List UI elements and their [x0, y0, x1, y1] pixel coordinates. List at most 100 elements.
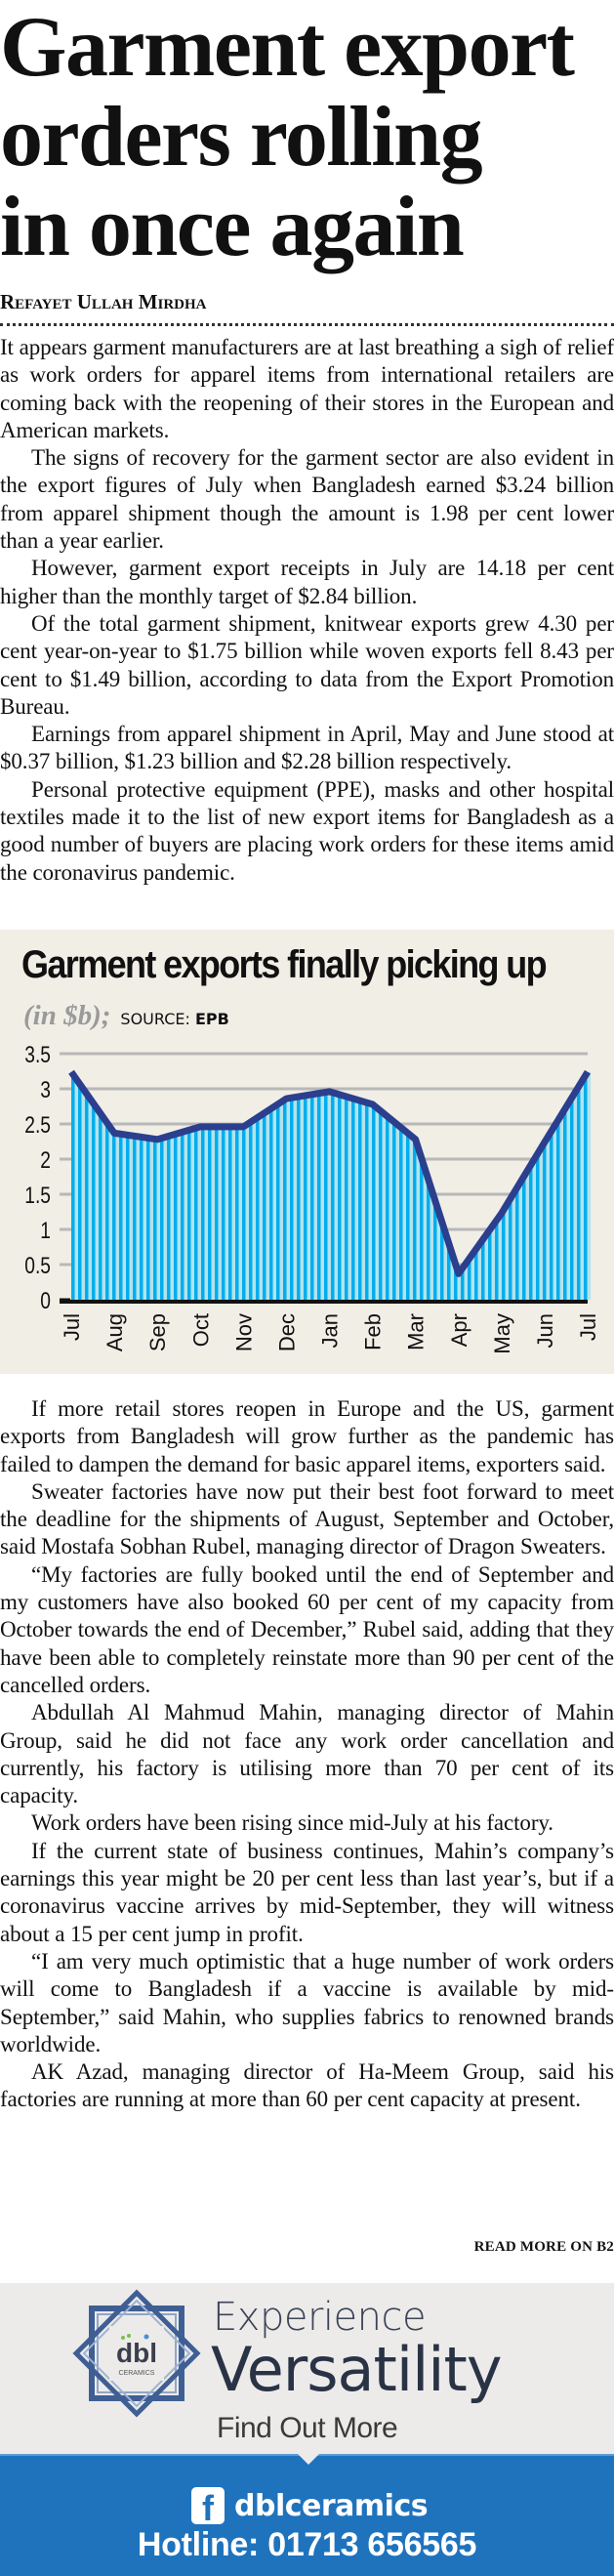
- area-stripe: [423, 1168, 428, 1300]
- area-stripe: [515, 1187, 519, 1300]
- area-stripe: [81, 1089, 86, 1300]
- area-stripe: [290, 1098, 294, 1300]
- area-stripe: [409, 1136, 414, 1300]
- area-stripe: [566, 1102, 571, 1300]
- paragraph: If more retail stores reopen in Europe a…: [0, 1396, 614, 1476]
- chart-source: SOURCE: EPB: [120, 1010, 228, 1028]
- area-stripe: [345, 1096, 348, 1300]
- area-stripe: [149, 1138, 154, 1300]
- area-stripe: [427, 1179, 430, 1300]
- area-stripe: [392, 1121, 396, 1300]
- y-tick-label: 1.5: [24, 1182, 51, 1209]
- area-stripe: [197, 1127, 202, 1300]
- area-stripe: [245, 1124, 250, 1300]
- area-stripe: [529, 1165, 533, 1300]
- paragraph: Abdullah Al Mahmud Mahin, managing direc…: [0, 1700, 614, 1808]
- find-out-more-button[interactable]: Find Out More: [217, 2412, 398, 2444]
- area-stripe: [276, 1103, 280, 1300]
- area-stripe: [88, 1099, 93, 1300]
- area-stripe: [105, 1122, 109, 1300]
- area-stripe: [286, 1098, 291, 1300]
- source-label: SOURCE:: [120, 1010, 190, 1028]
- ad-headline-1: Experience: [213, 2295, 427, 2340]
- area-stripe: [553, 1125, 557, 1300]
- headline-line: in once again: [0, 180, 465, 274]
- area-stripe: [375, 1107, 380, 1300]
- area-stripe: [450, 1254, 455, 1300]
- y-tick-label: 2: [40, 1146, 51, 1174]
- y-tick-label: 0: [40, 1287, 51, 1314]
- area-stripe: [488, 1229, 492, 1300]
- byline: Refayet Ullah Mirdha: [0, 290, 207, 313]
- y-tick-label: 0.5: [24, 1252, 51, 1279]
- area-stripe: [249, 1122, 253, 1300]
- paragraph: If the current state of business continu…: [0, 1838, 614, 1946]
- area-stripe: [495, 1220, 499, 1300]
- area-stripe: [573, 1092, 578, 1300]
- area-stripe: [115, 1133, 120, 1300]
- area-stripe: [317, 1093, 321, 1300]
- read-more-link[interactable]: READ MORE ON B2: [473, 2239, 614, 2255]
- area-stripe: [133, 1136, 137, 1300]
- area-stripe: [386, 1116, 389, 1300]
- area-stripe: [587, 1071, 592, 1300]
- area-stripe: [235, 1126, 239, 1300]
- area-stripe: [440, 1222, 444, 1300]
- y-tick-label: 3: [40, 1076, 51, 1103]
- area-stripe: [580, 1081, 585, 1300]
- area-stripe: [320, 1093, 325, 1300]
- x-tick-label: Jul: [60, 1313, 84, 1341]
- area-stripe: [170, 1135, 175, 1300]
- area-stripe: [194, 1128, 198, 1300]
- area-stripe: [498, 1215, 503, 1300]
- area-stripe: [228, 1126, 232, 1300]
- area-stripe: [559, 1114, 564, 1300]
- area-stripe: [266, 1110, 270, 1300]
- area-stripe: [256, 1117, 260, 1300]
- area-stripe: [525, 1170, 530, 1300]
- x-tick-label: Oct: [188, 1313, 213, 1347]
- area-stripe: [361, 1101, 366, 1300]
- x-tick-label: Mar: [404, 1313, 429, 1350]
- area-stripe: [395, 1124, 400, 1300]
- area-stripe: [143, 1137, 147, 1300]
- area-stripe: [300, 1096, 305, 1300]
- area-stripe: [464, 1263, 469, 1300]
- paragraph: Of the total garment shipment, knitwear …: [0, 610, 614, 719]
- paragraph: Earnings from apparel shipment in April,…: [0, 722, 614, 774]
- area-stripe: [382, 1113, 387, 1300]
- area-stripe: [461, 1267, 465, 1300]
- area-stripe: [122, 1134, 127, 1300]
- area-stripe: [522, 1176, 526, 1300]
- area-stripe: [543, 1142, 547, 1300]
- paragraph: However, garment export receipts in July…: [0, 556, 614, 608]
- area-stripe: [512, 1192, 516, 1300]
- x-tick-label: Apr: [447, 1313, 471, 1347]
- advertisement[interactable]: dbl CERAMICS Experience Versatility Find…: [0, 2283, 614, 2576]
- area-stripe: [484, 1234, 489, 1300]
- area-stripe: [85, 1094, 89, 1300]
- area-stripe: [570, 1098, 574, 1300]
- area-stripe: [348, 1097, 352, 1300]
- area-stripe: [468, 1258, 471, 1300]
- area-stripe: [92, 1103, 96, 1300]
- area-stripe: [283, 1100, 287, 1300]
- facebook-handle: dblceramics: [234, 2488, 429, 2523]
- area-stripe: [181, 1132, 184, 1300]
- area-stripe: [481, 1239, 485, 1300]
- area-stripe: [338, 1094, 342, 1300]
- area-stripe: [509, 1198, 512, 1300]
- area-stripe: [136, 1136, 141, 1300]
- ad-headline-2: Versatility: [211, 2334, 503, 2405]
- area-stripe: [163, 1137, 168, 1300]
- facebook-link[interactable]: f dblceramics: [191, 2487, 429, 2524]
- area-stripe: [231, 1126, 236, 1300]
- source-name: EPB: [194, 1010, 229, 1028]
- area-stripe: [532, 1159, 537, 1300]
- logo-subtext: CERAMICS: [119, 2370, 155, 2377]
- area-stripe: [365, 1102, 369, 1300]
- logo-text: dbl: [116, 2338, 157, 2368]
- chart-unit: (in $b);: [23, 1000, 111, 1031]
- area-stripe: [225, 1126, 229, 1300]
- area-stripe: [413, 1139, 417, 1300]
